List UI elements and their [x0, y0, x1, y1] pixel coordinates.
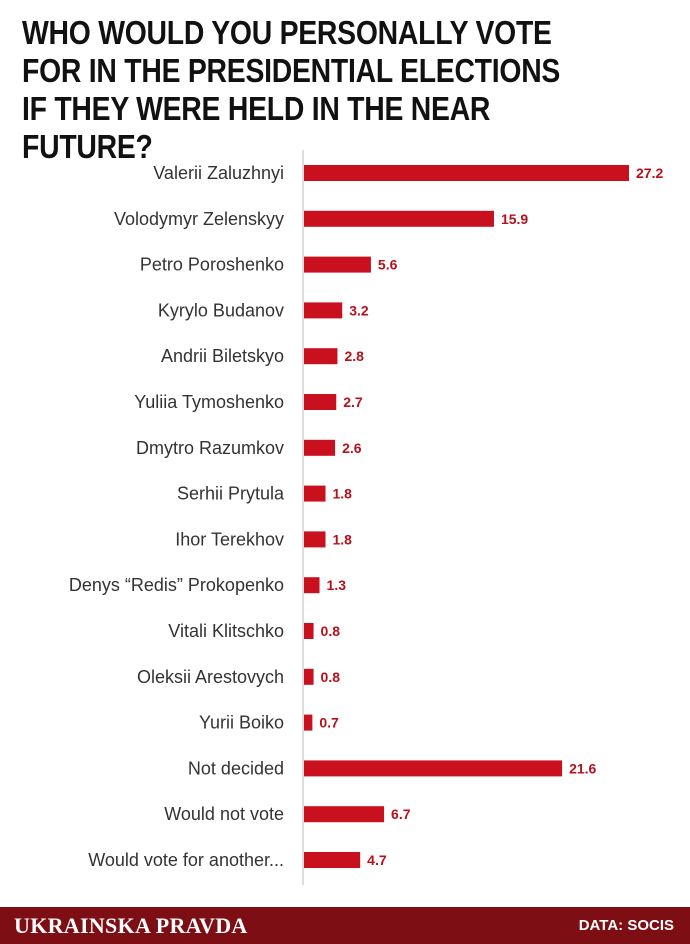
bar[interactable]	[304, 256, 371, 273]
bar[interactable]	[304, 394, 337, 410]
category-label: Yuliia Tymoshenko	[134, 392, 284, 412]
bar[interactable]	[304, 623, 314, 639]
value-label: 4.7	[367, 852, 387, 868]
bar[interactable]	[304, 439, 336, 456]
category-label: Serhii Prytula	[177, 484, 285, 504]
bar[interactable]	[304, 302, 343, 319]
category-label: Volodymyr Zelenskyy	[114, 209, 284, 229]
chart-title: WHO WOULD YOU PERSONALLY VOTE FOR IN THE…	[22, 14, 561, 165]
category-label: Dmytro Razumkov	[136, 438, 284, 458]
value-label: 1.8	[333, 531, 353, 547]
value-label: 0.8	[321, 623, 341, 639]
category-label: Kyrylo Budanov	[158, 300, 284, 320]
data-source: DATA: SOCIS	[578, 917, 674, 934]
value-label: 27.2	[636, 165, 663, 181]
value-label: 0.8	[321, 669, 341, 685]
bar[interactable]	[304, 668, 314, 685]
category-label: Not decided	[188, 758, 284, 778]
bar[interactable]	[304, 852, 361, 868]
bar[interactable]	[304, 348, 338, 365]
category-label: Petro Poroshenko	[140, 255, 284, 275]
value-label: 1.8	[333, 486, 353, 502]
category-label: Valerii Zaluzhnyi	[153, 163, 284, 183]
value-label: 5.6	[378, 257, 398, 273]
category-label: Yurii Boiko	[199, 713, 284, 733]
category-label: Denys “Redis” Prokopenko	[69, 575, 284, 595]
footer: UKRAINSKA PRAVDA DATA: SOCIS	[0, 907, 690, 944]
category-label: Vitali Klitschko	[168, 621, 284, 641]
bar[interactable]	[304, 806, 385, 823]
bar[interactable]	[304, 210, 494, 227]
brand-logo[interactable]: UKRAINSKA PRAVDA	[14, 913, 248, 938]
value-label: 21.6	[569, 760, 596, 776]
category-label: Would not vote	[164, 804, 284, 824]
bar[interactable]	[304, 531, 326, 548]
bar[interactable]	[304, 165, 629, 181]
value-label: 2.6	[342, 440, 362, 456]
value-label: 6.7	[391, 806, 411, 822]
category-label: Andrii Biletskyo	[161, 346, 284, 366]
value-label: 2.7	[343, 394, 363, 410]
category-label: Would vote for another...	[88, 850, 284, 870]
bar[interactable]	[304, 577, 320, 594]
value-label: 3.2	[349, 302, 369, 318]
category-label: Ihor Terekhov	[175, 529, 284, 549]
value-label: 15.9	[501, 211, 528, 227]
bar[interactable]	[304, 714, 313, 731]
bar[interactable]	[304, 485, 326, 502]
bar[interactable]	[304, 760, 563, 777]
value-label: 0.7	[319, 715, 339, 731]
category-label: Oleksii Arestovych	[137, 667, 284, 687]
value-label: 2.8	[344, 348, 364, 364]
value-label: 1.3	[327, 577, 347, 593]
